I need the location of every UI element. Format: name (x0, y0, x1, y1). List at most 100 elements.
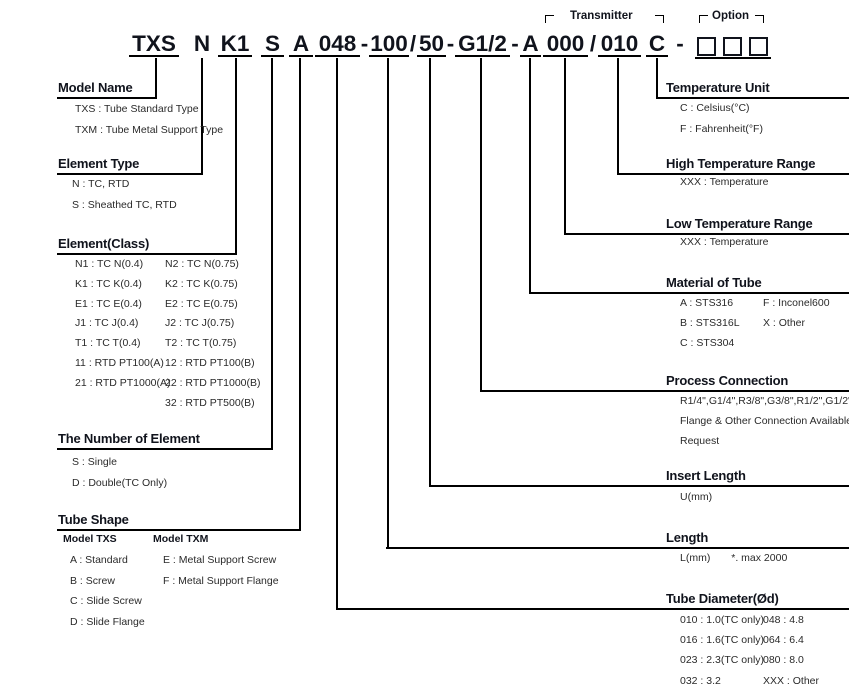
list-item: TXM : Tube Metal Support Type (75, 123, 224, 136)
list-item: T2 : TC T(0.75) (165, 337, 237, 350)
list-item: 064 : 6.4 (763, 634, 804, 647)
list-item: B : Screw (70, 574, 115, 587)
code-low-temperature: 000 (543, 31, 588, 57)
option-box-icon (697, 37, 716, 56)
transmitter-group-label: Transmitter (570, 10, 633, 22)
connector-element-type (201, 58, 203, 175)
list-item: C : Slide Screw (70, 595, 142, 607)
tube-diameter-col1: 010 : 1.0(TC only) 016 : 1.6(TC only) 02… (680, 610, 764, 691)
section-title-element-type: Element Type (58, 156, 140, 171)
rule-temperature-unit (656, 97, 849, 99)
code-high-temperature: 010 (598, 31, 641, 57)
connector-number-of-element (271, 58, 273, 450)
rule-material-of-tube (529, 292, 849, 294)
list-item: E1 : TC E(0.4) (75, 297, 142, 310)
material-of-tube-col1: A : STS316 B : STS316L C : STS304 (680, 294, 740, 353)
connector-model-name (155, 58, 157, 99)
connector-material-of-tube (529, 58, 531, 294)
list-item: R1/4",G1/4",R3/8",G3/8",R1/2",G1/2", (680, 395, 849, 407)
connector-low-temperature (564, 58, 566, 235)
element-class-col2: N2 : TC N(0.75) K2 : TC K(0.75) E2 : TC … (165, 255, 261, 413)
section-title-temperature-unit: Temperature Unit (666, 80, 770, 95)
process-connection-items: R1/4",G1/4",R3/8",G3/8",R1/2",G1/2", Fla… (680, 392, 849, 451)
list-item: Flange & Other Connection Available on (680, 414, 849, 427)
section-title-process-connection: Process Connection (666, 373, 789, 388)
list-item: 22 : RTD PT1000(B) (165, 376, 261, 389)
model-name-items: TXS : Tube Standard Type TXM : Tube Meta… (75, 99, 223, 140)
section-title-tube-shape: Tube Shape (58, 512, 129, 527)
connector-insert-length (429, 58, 431, 487)
list-item: 12 : RTD PT100(B) (165, 356, 255, 369)
tube-diameter-col2: 048 : 4.8 064 : 6.4 080 : 8.0 XXX : Othe… (763, 610, 819, 691)
connector-tube-diameter (336, 58, 338, 610)
list-item: J2 : TC J(0.75) (165, 317, 235, 330)
tube-shape-col2-header: Model TXM (153, 533, 209, 545)
code-insert-length: 50 (417, 31, 446, 57)
code-separator: - (446, 31, 455, 56)
low-temperature-items: XXX : Temperature (680, 236, 769, 248)
tube-shape-col1: A : Standard B : Screw C : Slide Screw D… (70, 550, 145, 632)
list-item: E : Metal Support Screw (163, 554, 277, 566)
section-title-model-name: Model Name (58, 80, 133, 95)
list-item: A : STS316 (680, 297, 734, 309)
code-separator: / (589, 31, 597, 56)
insert-length-items: U(mm) (680, 491, 712, 503)
element-class-col1: N1 : TC N(0.4) K1 : TC K(0.4) E1 : TC E(… (75, 255, 171, 394)
list-item: T1 : TC T(0.4) (75, 337, 141, 350)
rule-number-of-element (57, 448, 272, 450)
list-item: XXX : Other (763, 674, 820, 687)
list-item: 032 : 3.2 (680, 674, 721, 687)
rule-tube-shape (57, 529, 300, 531)
list-item: XXX : Temperature (680, 176, 769, 188)
list-item: TXS : Tube Standard Type (75, 103, 199, 115)
rule-model-name (57, 97, 156, 99)
code-process-connection: G1/2 (455, 31, 510, 57)
rule-high-temperature (617, 173, 849, 175)
code-tube-diameter: 048 (315, 31, 360, 57)
option-box-icon (749, 37, 768, 56)
temperature-unit-items: C : Celsius(°C) F : Fahrenheit(°F) (680, 98, 763, 139)
bracket-corner-icon (699, 15, 708, 23)
list-item: 21 : RTD PT1000(A) (75, 376, 171, 389)
section-title-length: Length (666, 530, 709, 545)
list-item: 023 : 2.3(TC only) (680, 654, 765, 667)
code-separator: / (409, 31, 417, 56)
list-item: D : Slide Flange (70, 615, 145, 628)
section-title-tube-diameter: Tube Diameter(Ød) (666, 591, 779, 606)
code-material-of-tube: A (520, 31, 541, 57)
list-item: N : TC, RTD (72, 178, 130, 190)
connector-high-temperature (617, 58, 619, 175)
tube-shape-col1-header: Model TXS (63, 533, 117, 545)
section-title-number-of-element: The Number of Element (58, 431, 200, 446)
connector-element-class (235, 58, 237, 255)
list-item: B : STS316L (680, 316, 740, 329)
list-item: D : Double(TC Only) (72, 476, 168, 489)
section-title-material-of-tube: Material of Tube (666, 275, 762, 290)
list-item: X : Other (763, 316, 806, 329)
number-of-element-items: S : Single D : Double(TC Only) (72, 452, 167, 493)
list-item: K2 : TC K(0.75) (165, 277, 238, 290)
code-tube-shape: A (289, 31, 313, 57)
section-title-element-class: Element(Class) (58, 236, 150, 251)
rule-element-class (57, 253, 236, 255)
rule-insert-length (429, 485, 849, 487)
list-item: F : Inconel600 (763, 297, 830, 309)
high-temperature-items: XXX : Temperature (680, 176, 769, 188)
code-length: 100 (369, 31, 409, 57)
length-value: L(mm) (680, 552, 711, 564)
rule-tube-diameter (336, 608, 849, 610)
list-item: S : Single (72, 456, 117, 468)
list-item: E2 : TC E(0.75) (165, 297, 238, 310)
section-title-insert-length: Insert Length (666, 468, 746, 483)
section-title-high-temperature: High Temperature Range (666, 156, 816, 171)
option-box-icon (723, 37, 742, 56)
connector-tube-shape (299, 58, 301, 531)
list-item: F : Metal Support Flange (163, 574, 279, 587)
code-model-name: TXS (129, 31, 179, 57)
list-item: J1 : TC J(0.4) (75, 317, 139, 330)
material-of-tube-col2: F : Inconel600 X : Other (763, 294, 830, 334)
section-title-low-temperature: Low Temperature Range (666, 216, 813, 231)
list-item: C : Celsius(°C) (680, 102, 750, 114)
list-item: XXX : Temperature (680, 236, 769, 248)
